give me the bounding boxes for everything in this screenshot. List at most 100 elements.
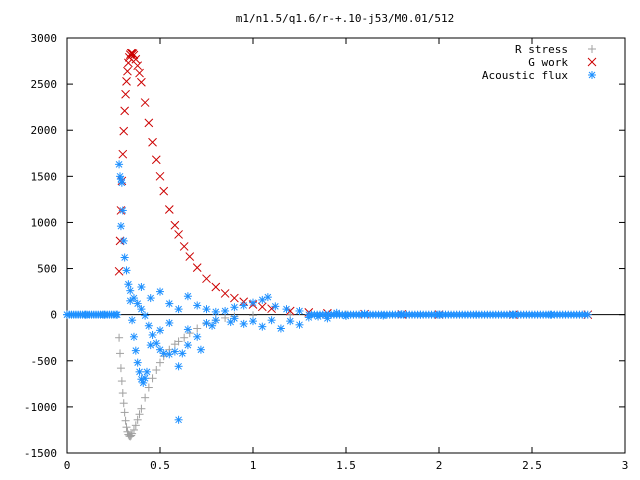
y-tick-label: 1500 [31, 170, 58, 183]
data-point [112, 310, 121, 319]
x-tick-label: 0.5 [150, 459, 170, 472]
x-tick-label: 2 [436, 459, 443, 472]
data-point [295, 320, 304, 329]
data-point [179, 242, 189, 251]
data-point [211, 282, 221, 292]
x-tick-label: 3 [622, 459, 629, 472]
data-point [123, 66, 132, 76]
x-tick-label: 1.5 [336, 459, 356, 472]
data-point [152, 339, 161, 348]
data-point [117, 178, 126, 187]
data-point [122, 76, 131, 86]
data-point [239, 319, 248, 328]
data-point [174, 230, 183, 239]
x-tick-label: 2.5 [522, 459, 542, 472]
data-point [211, 316, 220, 325]
data-point [151, 155, 161, 165]
data-point [148, 374, 157, 383]
data-point [221, 313, 230, 322]
legend-label: R stress [515, 43, 568, 56]
data-point [120, 253, 129, 262]
data-point [183, 325, 192, 334]
data-point [267, 316, 276, 325]
data-point [144, 321, 153, 330]
data-point [230, 303, 239, 312]
data-point [121, 416, 130, 425]
data-point [174, 337, 183, 346]
data-point [135, 410, 144, 419]
legend-label: G work [528, 56, 568, 69]
data-point [133, 299, 142, 308]
data-point [116, 364, 125, 373]
data-point [164, 205, 174, 214]
data-point [159, 349, 168, 358]
y-tick-label: 2000 [31, 124, 58, 137]
data-point [133, 61, 143, 71]
data-point [286, 317, 295, 326]
data-point [230, 314, 239, 323]
legend-marker [588, 45, 596, 53]
data-point [295, 306, 304, 315]
data-point [170, 220, 180, 230]
data-point [137, 283, 146, 291]
data-point [174, 362, 183, 371]
data-point [131, 421, 140, 430]
data-point [146, 294, 155, 303]
data-point [148, 137, 157, 147]
y-tick-label: -1500 [24, 447, 57, 460]
data-point [271, 302, 280, 311]
x-tick-label: 0 [64, 459, 71, 472]
data-point [144, 383, 153, 392]
data-point [114, 266, 124, 276]
data-point [115, 160, 124, 169]
data-point [170, 347, 179, 356]
data-point [258, 322, 267, 331]
data-point [156, 326, 164, 335]
data-point [129, 332, 138, 341]
data-point [263, 293, 272, 302]
data-point [119, 126, 129, 136]
data-point [120, 106, 130, 116]
y-tick-label: 500 [37, 263, 57, 276]
legend-label: Acoustic flux [482, 69, 568, 82]
data-point [174, 305, 183, 314]
data-point [581, 310, 590, 319]
x-tick-label: 1 [250, 459, 257, 472]
data-point [276, 324, 285, 333]
data-point [137, 77, 146, 87]
data-point [116, 222, 125, 231]
data-point [174, 415, 183, 424]
data-point [121, 89, 130, 99]
data-point [146, 341, 155, 350]
data-point [117, 377, 126, 386]
data-point [126, 286, 135, 295]
legend-marker [588, 71, 596, 79]
y-tick-label: -1000 [24, 401, 57, 414]
data-point [124, 58, 133, 68]
data-point [165, 299, 174, 308]
data-point [159, 186, 169, 196]
data-point [249, 298, 257, 307]
data-point [239, 301, 248, 310]
data-point [165, 318, 174, 327]
data-point [202, 305, 211, 314]
data-point [120, 408, 129, 417]
data-point [135, 367, 144, 376]
data-point [221, 306, 230, 315]
data-point [140, 98, 150, 107]
data-point [180, 333, 189, 342]
data-point [118, 206, 127, 215]
data-point [211, 307, 220, 316]
data-point [141, 311, 150, 320]
data-point [119, 236, 128, 245]
data-point [128, 429, 137, 438]
data-point [135, 68, 144, 78]
data-point [142, 367, 151, 376]
y-tick-label: -500 [31, 355, 58, 368]
data-point [193, 301, 202, 310]
y-tick-label: 3000 [31, 32, 58, 45]
data-point [131, 346, 140, 355]
